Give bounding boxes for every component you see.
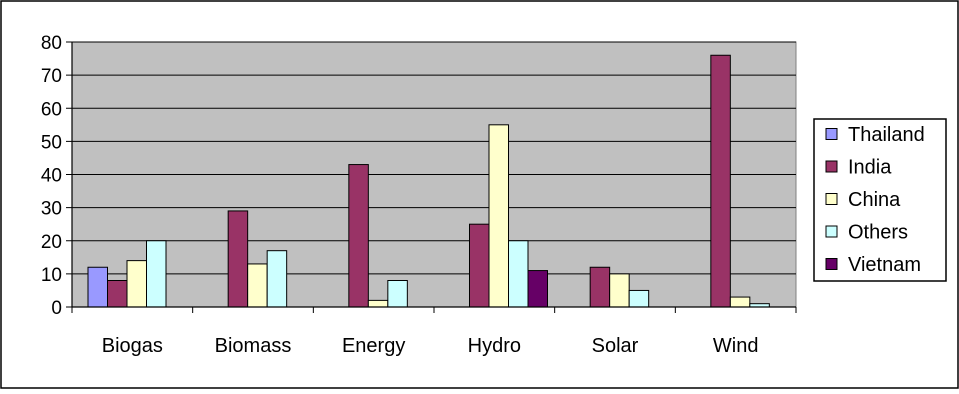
bar-india-hydro: [469, 223, 490, 308]
bar-others-biogas: [146, 240, 167, 308]
y-tick-label: 20: [41, 232, 62, 253]
bar-india-biomass: [227, 210, 249, 308]
y-tick-label: 10: [41, 265, 62, 286]
bars: [87, 54, 770, 308]
category-label: Biomass: [215, 335, 292, 357]
legend-swatch: [825, 193, 838, 205]
legend-swatch: [825, 128, 838, 140]
legend-swatch: [825, 258, 838, 270]
bar-thailand-biogas: [87, 266, 108, 308]
bar-china-solar: [609, 273, 630, 308]
bar-india-energy: [348, 164, 369, 308]
legend-label: India: [848, 157, 892, 179]
y-tick-label: 40: [41, 166, 62, 187]
bar-others-hydro: [508, 240, 529, 308]
y-tick-label: 60: [41, 99, 62, 120]
legend-label: China: [848, 189, 901, 211]
y-tick-label: 30: [41, 199, 62, 220]
legend-label: Thailand: [848, 124, 925, 146]
category-label: Solar: [592, 335, 639, 357]
category-labels: Biogas Biomass Energy Hydro Solar Wind: [102, 335, 759, 357]
bar-vietnam-hydro: [527, 270, 548, 308]
y-tick-label: 80: [41, 33, 62, 54]
bar-others-energy: [387, 280, 408, 308]
bar-others-biomass: [266, 250, 288, 308]
category-label: Biogas: [102, 335, 163, 357]
y-tick-label: 0: [51, 298, 62, 319]
legend: Thailand India China Others Vietnam: [813, 118, 947, 282]
y-tick-label: 50: [41, 132, 62, 153]
category-label: Hydro: [468, 335, 521, 357]
bar-china-hydro: [488, 124, 509, 308]
bar-india-solar: [589, 266, 611, 308]
gridlines: [72, 41, 796, 275]
legend-swatch: [825, 225, 838, 238]
bar-india-biogas: [107, 280, 128, 308]
bar-china-biogas: [126, 260, 147, 308]
bar-china-biomass: [247, 263, 268, 308]
category-label: Wind: [713, 335, 759, 357]
category-label: Energy: [342, 335, 405, 357]
bar-china-wind: [729, 296, 751, 308]
axes: [66, 41, 797, 313]
legend-label: Others: [848, 222, 908, 244]
bar-others-solar: [628, 289, 650, 308]
legend-label: Vietnam: [848, 254, 921, 276]
y-tick-label: 70: [41, 66, 62, 87]
bar-china-energy: [367, 299, 389, 308]
legend-swatch: [825, 160, 838, 173]
y-tick-labels: 0 10 20 30 40 50 60 70 80: [41, 33, 62, 319]
bar-india-wind: [710, 54, 731, 308]
